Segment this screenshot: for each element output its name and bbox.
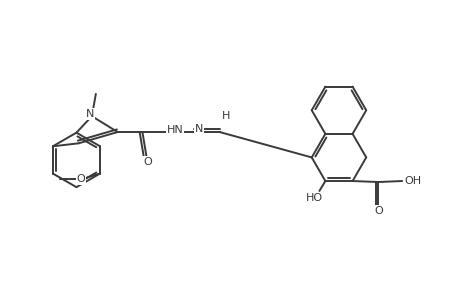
Text: N: N xyxy=(85,109,94,119)
Text: O: O xyxy=(143,157,151,167)
Text: O: O xyxy=(374,206,382,216)
Text: OH: OH xyxy=(403,176,421,186)
Text: HO: HO xyxy=(305,194,322,203)
Text: HN: HN xyxy=(166,125,183,135)
Text: H: H xyxy=(221,111,230,121)
Text: N: N xyxy=(194,124,202,134)
Text: O: O xyxy=(77,175,85,184)
